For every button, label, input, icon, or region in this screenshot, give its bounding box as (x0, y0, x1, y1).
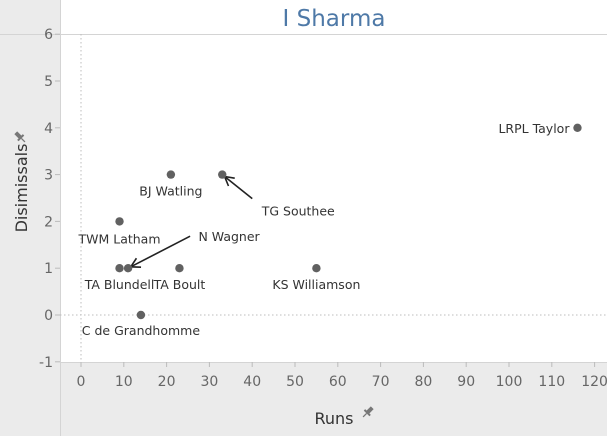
data-label: TA Boult (153, 277, 206, 292)
y-tick-label: 3 (44, 168, 53, 184)
x-tick-label: 20 (158, 374, 176, 390)
data-label: C de Grandhomme (82, 323, 201, 338)
data-point[interactable] (115, 264, 124, 273)
y-axis-ticks: -1 0 1 2 3 4 5 6 (39, 27, 60, 371)
x-tick-label: 110 (538, 374, 565, 390)
x-tick-label: 10 (115, 374, 133, 390)
x-tick-label: 70 (372, 374, 390, 390)
data-point[interactable] (136, 310, 146, 320)
x-tick-label: 120 (581, 374, 607, 390)
data-points (115, 123, 582, 320)
data-point[interactable] (175, 264, 184, 273)
y-axis-title-group: Disimissals (12, 130, 31, 233)
plot-area (60, 0, 607, 362)
x-axis-ticks: 0 10 20 30 40 50 60 70 80 90 100 110 120 (77, 362, 607, 390)
x-tick-label: 0 (77, 374, 86, 390)
data-point[interactable] (115, 217, 124, 226)
data-point[interactable] (123, 264, 133, 273)
x-axis-title: Runs (314, 409, 353, 428)
data-label: BJ Watling (139, 184, 202, 199)
data-label: LRPL Taylor (498, 121, 570, 136)
y-tick-label: 4 (44, 121, 53, 137)
data-label: N Wagner (198, 229, 260, 244)
data-point[interactable] (218, 170, 227, 179)
y-axis-pin-icon[interactable] (13, 130, 28, 145)
x-axis-pin-icon[interactable] (360, 405, 375, 420)
y-axis-title: Disimissals (12, 144, 31, 233)
data-point[interactable] (312, 264, 321, 273)
x-tick-label: 100 (496, 374, 523, 390)
x-tick-label: 60 (329, 374, 347, 390)
annotation-arrow-line (224, 175, 253, 200)
x-axis-title-group: Runs (314, 405, 375, 428)
x-tick-label: 50 (286, 374, 304, 390)
data-label: TG Southee (261, 204, 335, 219)
y-tick-label: 5 (44, 74, 53, 90)
data-point[interactable] (573, 123, 582, 132)
chart-title: I Sharma (283, 6, 386, 32)
y-tick-label: 0 (44, 308, 53, 324)
data-label: TA Blundell (84, 277, 155, 292)
data-label: TWM Latham (77, 231, 160, 246)
x-axis-panel (60, 362, 607, 436)
y-tick-label: 2 (44, 214, 53, 230)
y-tick-label: 6 (44, 27, 53, 43)
data-labels: LRPL Taylor BJ Watling TG Southee TWM Latha… (77, 121, 570, 338)
annotation-arrow-line (130, 235, 191, 268)
y-axis-panel (0, 0, 60, 436)
x-tick-label: 90 (457, 374, 475, 390)
x-tick-label: 40 (243, 374, 261, 390)
y-tick-label: 1 (44, 261, 53, 277)
x-tick-label: 80 (414, 374, 432, 390)
y-tick-label: -1 (39, 355, 53, 371)
x-tick-label: 30 (200, 374, 218, 390)
data-label: KS Williamson (272, 277, 360, 292)
data-point[interactable] (166, 170, 176, 179)
